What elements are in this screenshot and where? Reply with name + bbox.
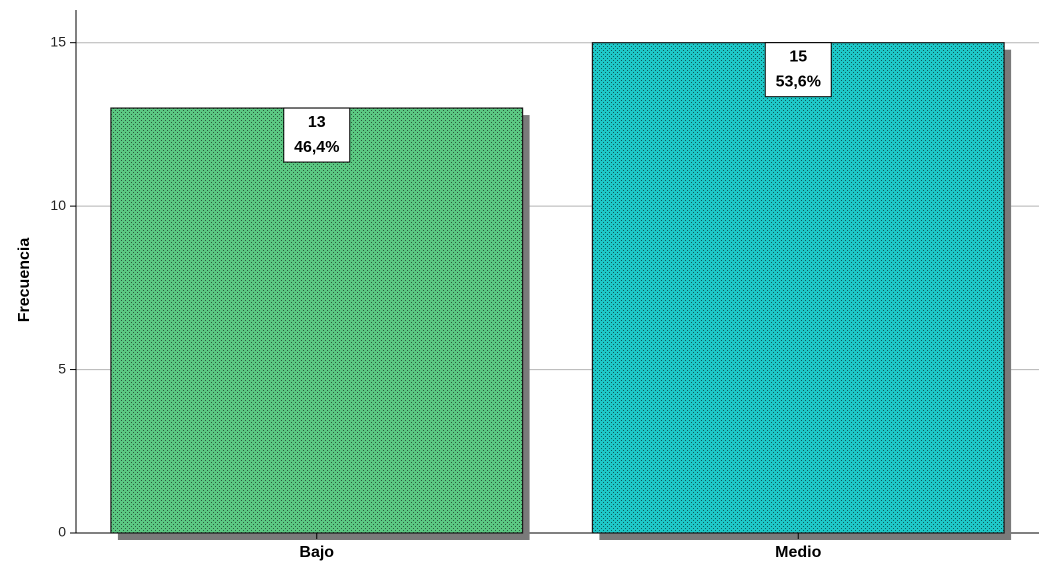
data-label-count: 13 — [308, 114, 326, 131]
bar-pattern — [110, 108, 523, 533]
y-tick-labels: 0 5 10 15 — [50, 33, 76, 540]
y-tick-label: 15 — [50, 33, 66, 49]
x-tick-labels: Bajo Medio — [299, 533, 822, 561]
data-label-box — [764, 42, 832, 98]
data-label-count: 15 — [789, 49, 807, 66]
bars: 13 46,4% 15 53,6% — [110, 42, 1012, 540]
data-label-percent: 53,6% — [776, 74, 821, 91]
y-tick-label: 0 — [58, 524, 66, 540]
data-label-percent: 46,4% — [294, 139, 339, 156]
x-tick-label: Medio — [775, 544, 821, 561]
y-axis-title: Frecuencia — [16, 238, 33, 323]
y-tick-label: 10 — [50, 197, 66, 213]
bar-pattern — [592, 42, 1005, 533]
x-tick-label: Bajo — [299, 544, 334, 561]
y-tick-label: 5 — [58, 360, 66, 376]
data-label-box — [283, 107, 351, 163]
